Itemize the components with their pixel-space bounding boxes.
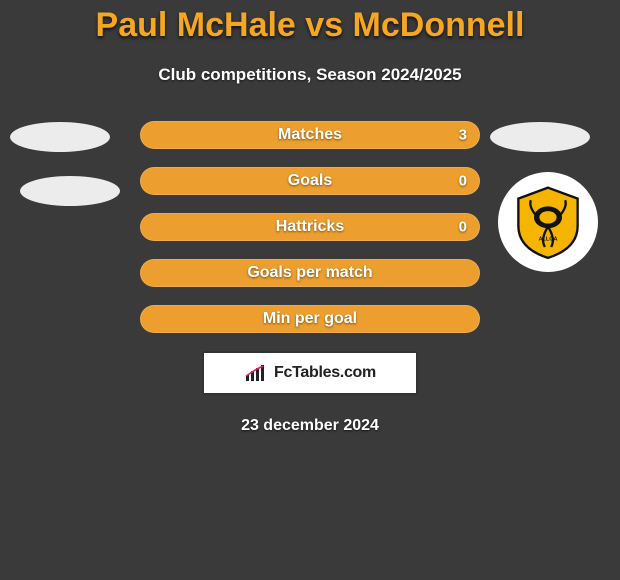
stat-label: Goals per match	[141, 264, 479, 282]
stat-row-gpm: Goals per match	[140, 259, 480, 287]
stat-label: Matches	[141, 126, 479, 144]
stat-row-hattricks: Hattricks 0	[140, 213, 480, 241]
stat-right-value: 0	[459, 173, 467, 190]
stat-row-matches: Matches 3	[140, 121, 480, 149]
stat-label: Min per goal	[141, 310, 479, 328]
branding-box[interactable]: FcTables.com	[202, 351, 418, 395]
stat-row-mpg: Min per goal	[140, 305, 480, 333]
branding-text: FcTables.com	[274, 364, 376, 382]
stat-right-value: 3	[459, 127, 467, 144]
stat-rows: Matches 3 Goals 0 Hattricks 0 Goals per …	[0, 121, 620, 333]
stats-widget: Paul McHale vs McDonnell Club competitio…	[0, 0, 620, 435]
stat-label: Goals	[141, 172, 479, 190]
stat-row-goals: Goals 0	[140, 167, 480, 195]
chart-icon	[244, 363, 268, 383]
stat-right-value: 0	[459, 219, 467, 236]
subtitle: Club competitions, Season 2024/2025	[0, 65, 620, 85]
date-text: 23 december 2024	[0, 417, 620, 435]
stat-label: Hattricks	[141, 218, 479, 236]
page-title: Paul McHale vs McDonnell	[0, 6, 620, 45]
